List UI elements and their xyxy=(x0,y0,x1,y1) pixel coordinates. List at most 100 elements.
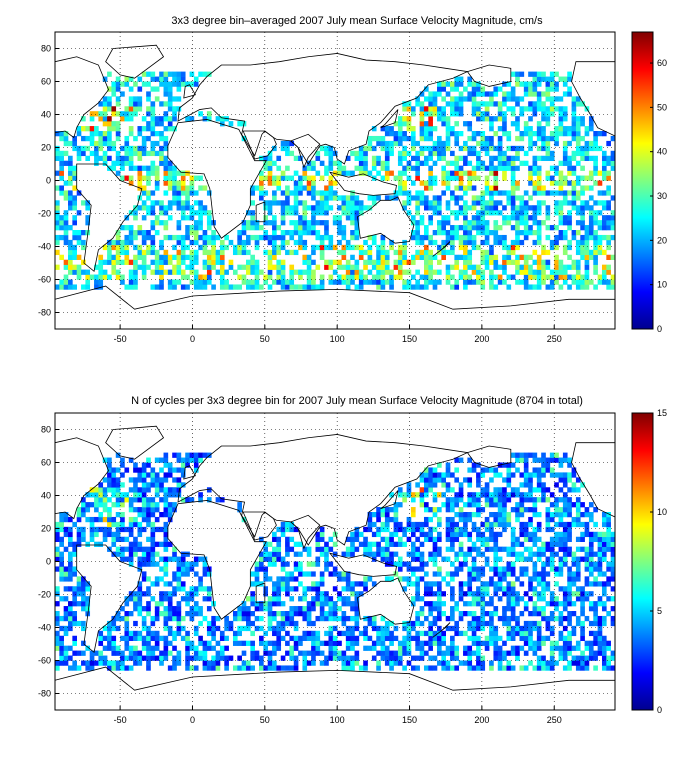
data-cell xyxy=(536,205,542,211)
data-cell xyxy=(441,215,446,221)
data-cell xyxy=(450,516,455,523)
data-cell xyxy=(393,507,399,513)
data-cell xyxy=(497,546,503,552)
data-cell xyxy=(484,165,490,171)
data-cell xyxy=(528,581,533,587)
data-cell xyxy=(536,101,542,107)
data-cell xyxy=(471,96,477,102)
data-cell xyxy=(580,606,585,612)
data-cell xyxy=(285,591,290,597)
data-cell xyxy=(493,640,499,646)
data-cell xyxy=(458,111,464,117)
data-cell xyxy=(575,566,581,572)
data-cell xyxy=(263,665,269,671)
data-cell xyxy=(558,259,564,265)
data-cell xyxy=(371,126,377,132)
x-tick-label: 50 xyxy=(260,334,270,344)
data-cell xyxy=(167,259,173,265)
data-cell xyxy=(419,106,425,112)
data-cell xyxy=(567,546,572,552)
data-cell xyxy=(298,234,303,241)
data-cell xyxy=(610,274,616,280)
data-cell xyxy=(410,126,416,132)
data-cell xyxy=(463,220,468,226)
data-cell xyxy=(584,234,590,241)
data-cell xyxy=(471,561,477,567)
data-cell xyxy=(55,660,60,666)
data-cell xyxy=(332,215,338,221)
data-cell xyxy=(463,155,468,161)
data-cell xyxy=(319,581,325,587)
data-cell xyxy=(545,507,551,513)
data-cell xyxy=(428,220,433,226)
data-cell xyxy=(428,264,433,270)
data-cell xyxy=(389,279,394,285)
data-cell xyxy=(246,606,251,612)
data-cell xyxy=(441,492,446,498)
data-cell xyxy=(341,665,347,671)
data-cell xyxy=(445,200,451,206)
data-cell xyxy=(237,615,242,622)
data-cell xyxy=(519,635,525,641)
data-cell xyxy=(528,106,533,112)
data-cell xyxy=(528,101,533,107)
data-cell xyxy=(419,576,425,582)
data-cell xyxy=(358,665,364,671)
data-cell xyxy=(489,660,494,666)
data-cell xyxy=(593,650,598,656)
data-cell xyxy=(276,586,282,592)
data-cell xyxy=(532,239,538,246)
data-cell xyxy=(506,601,512,607)
data-cell xyxy=(115,615,121,622)
data-cell xyxy=(380,645,386,651)
data-cell xyxy=(454,566,460,572)
data-cell xyxy=(63,576,69,582)
data-cell xyxy=(137,254,143,260)
data-cell xyxy=(159,279,164,285)
data-cell xyxy=(206,269,212,275)
data-cell xyxy=(562,546,568,552)
data-cell xyxy=(111,625,117,632)
data-cell xyxy=(406,190,412,196)
data-cell xyxy=(510,531,516,538)
data-cell xyxy=(458,526,464,533)
data-cell xyxy=(493,180,499,186)
data-cell xyxy=(250,210,255,216)
data-cell xyxy=(519,512,525,518)
data-cell xyxy=(128,526,134,533)
data-cell xyxy=(367,541,373,547)
data-cell xyxy=(298,561,303,567)
data-cell xyxy=(545,526,551,533)
data-cell xyxy=(189,205,195,211)
data-cell xyxy=(554,200,559,206)
data-cell xyxy=(562,601,568,607)
data-cell xyxy=(354,225,360,231)
data-cell xyxy=(267,249,273,256)
data-cell xyxy=(484,516,490,523)
data-cell xyxy=(124,655,130,661)
data-cell xyxy=(493,516,499,523)
data-cell xyxy=(567,591,572,597)
data-cell xyxy=(120,175,125,181)
data-cell xyxy=(206,116,212,122)
colorbar-tick-label: 10 xyxy=(657,280,667,290)
data-cell xyxy=(584,507,590,513)
data-cell xyxy=(506,561,512,567)
data-cell xyxy=(232,630,238,637)
data-cell xyxy=(397,190,403,196)
data-cell xyxy=(85,606,91,612)
data-cell xyxy=(363,576,368,582)
data-cell xyxy=(515,259,520,265)
data-cell xyxy=(580,200,585,206)
data-cell xyxy=(419,502,425,508)
data-cell xyxy=(371,521,377,528)
data-cell xyxy=(610,571,616,577)
data-cell xyxy=(146,135,151,142)
data-cell xyxy=(450,650,455,656)
data-cell xyxy=(489,200,494,206)
data-cell xyxy=(81,284,86,290)
data-cell xyxy=(419,274,425,280)
data-cell xyxy=(567,284,572,290)
data-cell xyxy=(606,655,611,661)
data-cell xyxy=(489,512,494,518)
